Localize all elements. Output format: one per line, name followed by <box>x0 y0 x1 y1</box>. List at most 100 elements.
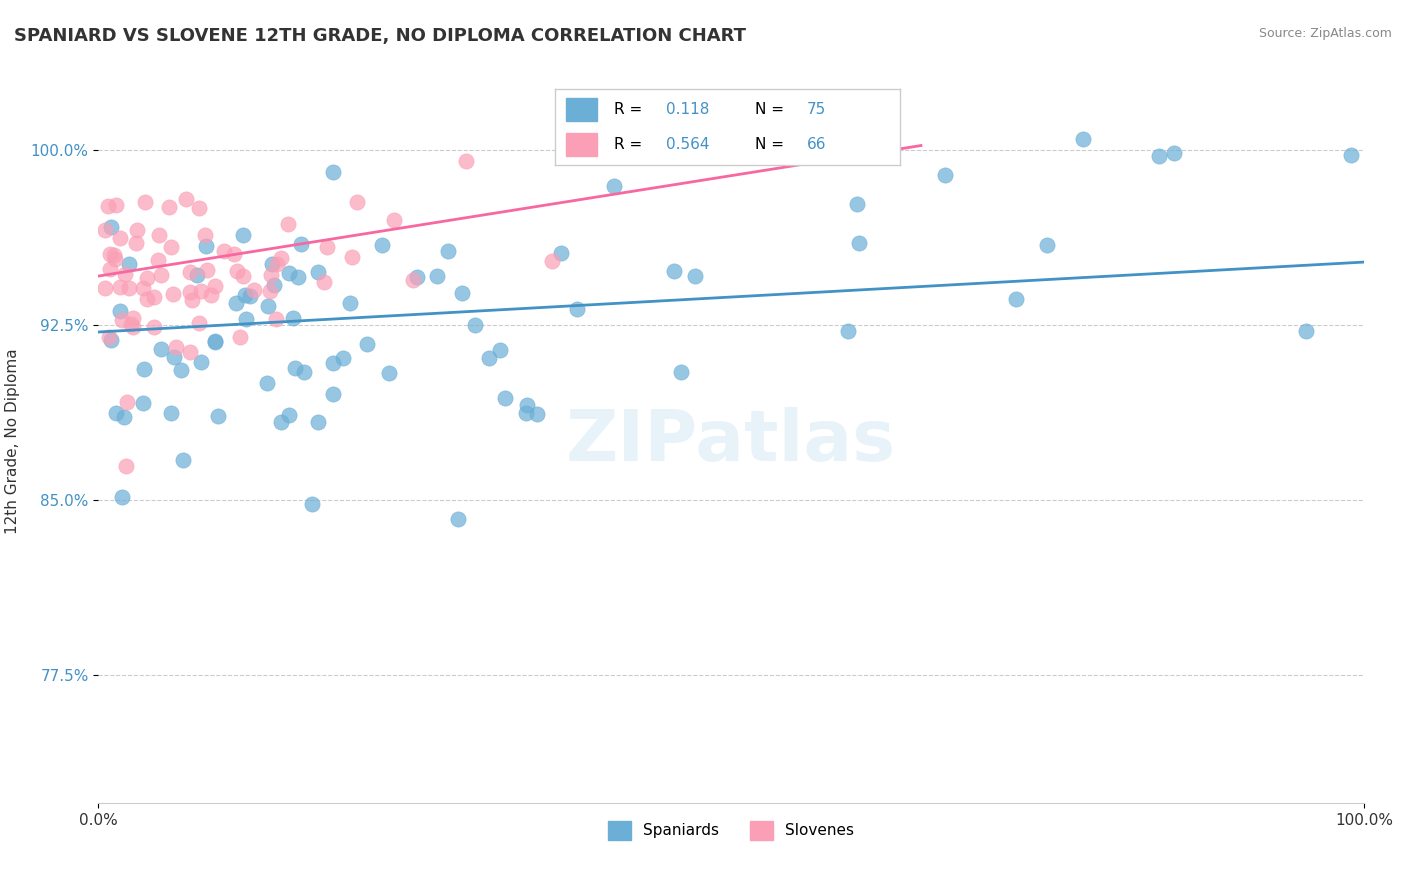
Point <box>1071 131 1094 145</box>
Point <box>160 240 183 254</box>
Point <box>526 408 548 422</box>
Point <box>405 269 427 284</box>
Point <box>115 394 138 409</box>
Point <box>339 295 361 310</box>
Point <box>277 217 299 231</box>
Bar <box>565 133 596 156</box>
Point <box>100 219 122 234</box>
Point <box>270 415 292 429</box>
Point <box>204 334 226 349</box>
Point <box>494 392 516 406</box>
Point <box>187 316 209 330</box>
Point <box>316 240 339 254</box>
Point <box>231 228 253 243</box>
Point <box>142 290 165 304</box>
Point <box>277 266 299 280</box>
Point <box>384 212 406 227</box>
Point <box>281 311 304 326</box>
Point <box>540 254 562 268</box>
Point <box>105 198 128 212</box>
Point <box>464 318 486 332</box>
Point <box>121 320 143 334</box>
Point <box>934 168 956 182</box>
Point <box>848 236 870 251</box>
Point <box>118 257 141 271</box>
Point <box>307 415 329 429</box>
Point <box>567 301 589 316</box>
Text: 75: 75 <box>807 103 827 117</box>
Point <box>454 153 477 168</box>
Point <box>170 362 193 376</box>
Point <box>478 351 501 365</box>
Point <box>1163 145 1185 160</box>
Point <box>846 197 869 211</box>
Point <box>515 407 537 421</box>
Y-axis label: 12th Grade, No Diploma: 12th Grade, No Diploma <box>4 349 20 534</box>
Point <box>450 286 472 301</box>
Point <box>179 285 201 299</box>
Point <box>222 247 245 261</box>
Point <box>550 246 572 260</box>
Text: 0.118: 0.118 <box>665 103 709 117</box>
Point <box>108 230 131 244</box>
Text: ZIPatlas: ZIPatlas <box>567 407 896 476</box>
Text: R =: R = <box>614 137 643 152</box>
Point <box>312 275 335 289</box>
Point <box>135 270 157 285</box>
Point <box>342 250 364 264</box>
Point <box>93 281 117 295</box>
Point <box>225 296 247 310</box>
Point <box>239 289 262 303</box>
Point <box>290 237 312 252</box>
Point <box>207 409 229 423</box>
Point <box>426 269 449 284</box>
Text: N =: N = <box>755 137 785 152</box>
Point <box>332 351 354 365</box>
Point <box>200 288 222 302</box>
Point <box>176 192 198 206</box>
Point <box>104 406 127 420</box>
Point <box>114 268 136 282</box>
Point <box>204 334 226 348</box>
Text: 66: 66 <box>807 137 827 152</box>
Point <box>172 453 194 467</box>
Point <box>194 239 217 253</box>
Point <box>125 223 148 237</box>
Point <box>108 304 131 318</box>
Point <box>243 283 266 297</box>
Point <box>837 325 859 339</box>
Point <box>136 292 159 306</box>
Point <box>194 227 217 242</box>
Point <box>111 313 134 327</box>
Point <box>232 268 254 283</box>
Point <box>179 265 201 279</box>
Point <box>160 406 183 420</box>
Point <box>402 273 425 287</box>
Point <box>124 235 146 250</box>
Point <box>260 257 283 271</box>
Text: N =: N = <box>755 103 785 117</box>
Point <box>150 268 173 283</box>
Point <box>157 200 180 214</box>
Point <box>132 281 155 295</box>
Point <box>1005 292 1028 306</box>
Point <box>132 396 155 410</box>
Point <box>260 268 283 282</box>
Point <box>132 361 155 376</box>
Point <box>1295 324 1317 338</box>
Point <box>214 244 236 258</box>
Point <box>301 497 323 511</box>
Point <box>103 252 125 266</box>
Point <box>516 398 538 412</box>
Point <box>120 317 142 331</box>
Point <box>162 287 184 301</box>
Point <box>148 227 170 242</box>
Point <box>256 376 278 390</box>
Text: R =: R = <box>614 103 643 117</box>
Point <box>278 408 301 422</box>
Point <box>103 247 125 261</box>
Point <box>228 330 250 344</box>
Point <box>322 164 344 178</box>
Text: SPANIARD VS SLOVENE 12TH GRADE, NO DIPLOMA CORRELATION CHART: SPANIARD VS SLOVENE 12TH GRADE, NO DIPLO… <box>14 27 747 45</box>
Point <box>98 329 121 343</box>
